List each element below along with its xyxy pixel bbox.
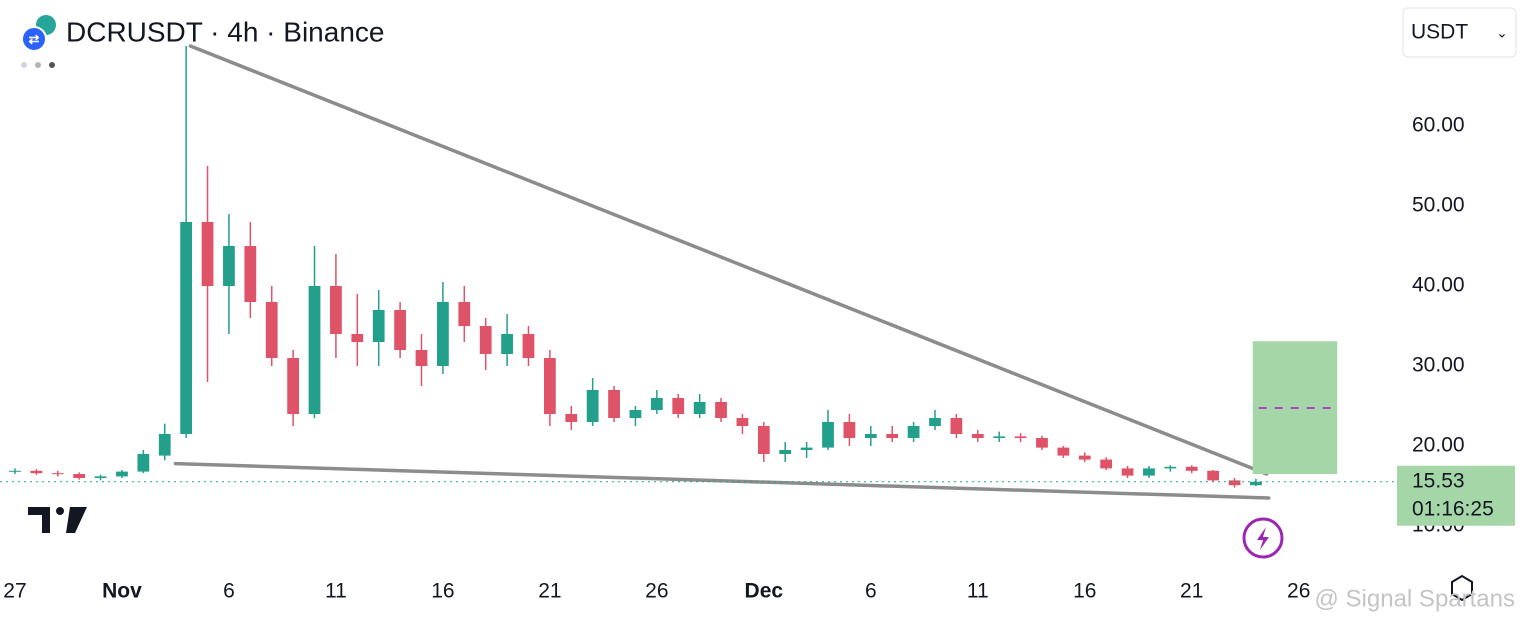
countdown-label: 01:16:25 [1412,497,1494,520]
y-tick-label: 20.00 [1412,434,1465,457]
currency-label[interactable]: USDT [1411,21,1468,44]
candle-body [822,422,834,448]
candle-body [543,358,556,414]
candle-body [501,334,513,354]
candle-body [223,246,235,286]
candle-body [158,434,171,456]
x-tick-label: 27 [3,580,26,603]
candle-body [437,302,449,366]
trend-line [188,44,1269,476]
candle-body [94,476,107,478]
candle-body [565,414,578,422]
candle-body [608,390,620,418]
candle-body [586,390,599,422]
x-tick-label: Nov [102,580,142,603]
candle-body [415,350,428,366]
candle-body [672,398,685,414]
candle-body [308,286,321,414]
candle-body [330,286,342,334]
candle-body [1036,438,1048,448]
trend-line [173,461,1271,500]
candle-body [244,246,257,302]
candle-body [351,334,364,342]
status-dots [21,62,55,68]
candle-body [51,473,64,475]
candle-body [993,436,1006,438]
last-price-label: 15.53 [1412,469,1465,492]
candle-body [73,474,86,478]
candle-body [372,310,385,342]
candle-body [843,422,856,438]
svg-text:⇄: ⇄ [29,31,40,46]
candle-body [287,358,300,414]
candle-body [180,222,193,434]
candle-body [971,434,984,438]
x-tick-label: 16 [431,580,454,603]
candle-body [693,402,706,414]
x-tick-label: 6 [223,580,235,603]
candle-body [779,450,792,454]
x-tick-label: 11 [325,580,347,603]
price-label-box [1397,465,1515,526]
x-tick-label: Dec [745,580,784,603]
x-tick-label: 21 [1180,580,1203,603]
watermark: @ Signal Spartans [1315,585,1515,612]
currency-select[interactable] [1402,7,1517,58]
candle-body [1143,468,1155,476]
candle-body [394,310,406,350]
flash-icon[interactable] [1242,517,1284,559]
candle-body [1014,436,1027,438]
candle-body [629,410,642,418]
candle-body [137,454,150,472]
candle-body [1057,447,1070,456]
candle-body [116,471,128,477]
candle-body [1250,481,1262,486]
candle-body [458,302,471,326]
candle-body [715,402,727,418]
x-tick-label: 11 [967,580,989,603]
plot-area: 10.0020.0030.0040.0050.0060.0027Nov61116… [0,44,1515,603]
candle-body [30,470,43,474]
candle-body [864,434,877,438]
x-tick-label: 26 [1287,580,1310,603]
candle-body [265,302,278,358]
settings-icon[interactable] [1451,574,1473,602]
candle-body [1121,468,1134,476]
chart-title: DCRUSDT · 4h · Binance [66,16,384,47]
candle-body [1100,459,1113,469]
y-tick-label: 60.00 [1412,114,1465,137]
x-tick-label: 26 [645,580,668,603]
candle-body [650,398,663,410]
candle-body [736,418,749,426]
y-tick-label: 40.00 [1412,274,1465,297]
candle-body [1207,470,1220,481]
candle-body [886,434,899,438]
candle-body [522,334,535,358]
x-tick-label: 16 [1073,580,1096,603]
candle-body [950,418,963,434]
candle-body [907,426,920,438]
symbol-icon: ⇄ [21,15,56,52]
candle-body [1228,480,1241,486]
candle-body [479,326,492,354]
candle-body [800,447,813,450]
dropdown-arrow[interactable]: ⌄ [1496,25,1508,41]
candle-body [1164,466,1177,469]
y-tick-label: 50.00 [1412,194,1465,217]
candle-body [1078,455,1091,460]
candle-body [757,426,770,454]
tv-logo [28,507,87,533]
candle-body [9,470,21,472]
x-tick-label: 6 [865,580,877,603]
y-tick-label: 30.00 [1412,354,1465,377]
x-tick-label: 21 [538,580,561,603]
candle-body [929,418,941,426]
candle-body [201,222,214,286]
candle-body [1185,466,1198,471]
